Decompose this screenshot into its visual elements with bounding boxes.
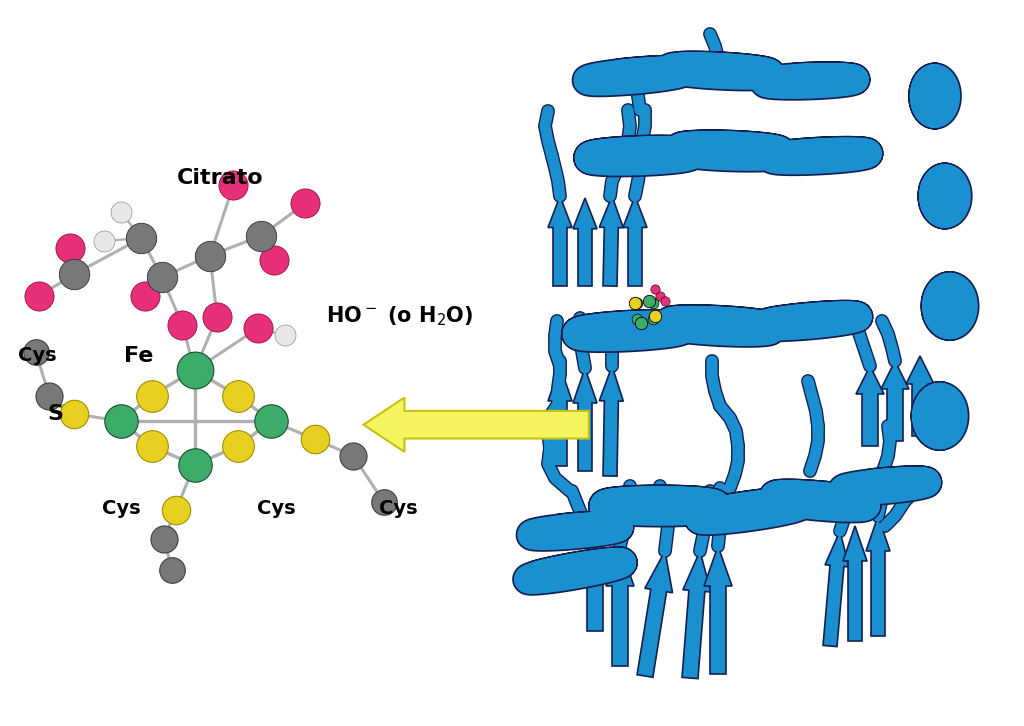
- Text: Fe: Fe: [124, 346, 154, 366]
- Point: [113, 415, 129, 427]
- Point: [645, 297, 662, 309]
- Point: [276, 330, 293, 341]
- Point: [154, 272, 170, 283]
- Point: [156, 533, 172, 544]
- Point: [307, 433, 324, 445]
- FancyArrow shape: [364, 398, 589, 452]
- FancyArrow shape: [843, 526, 867, 641]
- Point: [186, 364, 203, 376]
- FancyArrow shape: [906, 356, 934, 436]
- Point: [266, 254, 283, 266]
- Point: [28, 346, 44, 358]
- FancyArrow shape: [637, 551, 673, 677]
- FancyArrow shape: [705, 546, 732, 674]
- Point: [297, 197, 313, 209]
- FancyArrow shape: [856, 366, 884, 446]
- Point: [164, 564, 180, 576]
- FancyArrow shape: [573, 368, 597, 471]
- Point: [202, 250, 218, 261]
- Point: [61, 242, 78, 254]
- Point: [31, 290, 47, 302]
- Point: [656, 295, 673, 307]
- Point: [66, 408, 82, 420]
- Text: HO$^-$ (o H$_2$O): HO$^-$ (o H$_2$O): [326, 304, 473, 327]
- Point: [629, 297, 645, 309]
- Point: [96, 235, 113, 247]
- FancyArrow shape: [682, 551, 711, 679]
- Point: [263, 415, 280, 427]
- FancyArrow shape: [881, 361, 909, 441]
- Point: [633, 317, 649, 329]
- Point: [652, 290, 669, 302]
- Point: [143, 390, 160, 401]
- Text: Cys: Cys: [18, 346, 57, 365]
- Point: [133, 232, 150, 244]
- FancyArrow shape: [573, 198, 597, 286]
- Point: [647, 310, 664, 322]
- Text: Cys: Cys: [379, 499, 418, 518]
- Point: [229, 441, 246, 452]
- FancyArrow shape: [606, 546, 634, 666]
- Text: Cys: Cys: [257, 499, 296, 518]
- Point: [168, 504, 184, 515]
- FancyArrow shape: [548, 196, 572, 286]
- FancyArrow shape: [866, 516, 890, 636]
- FancyArrow shape: [581, 551, 609, 631]
- Point: [345, 450, 361, 462]
- Point: [174, 319, 190, 330]
- Point: [66, 269, 82, 280]
- Point: [186, 459, 203, 470]
- Point: [645, 314, 662, 325]
- Point: [647, 283, 664, 295]
- Point: [250, 322, 266, 334]
- FancyArrow shape: [548, 366, 572, 466]
- Point: [143, 441, 160, 452]
- Text: S: S: [47, 404, 63, 424]
- Point: [225, 179, 242, 191]
- FancyArrow shape: [823, 531, 849, 647]
- FancyArrow shape: [599, 196, 624, 286]
- Point: [641, 295, 657, 307]
- Point: [629, 314, 645, 325]
- Point: [137, 290, 154, 302]
- Point: [113, 206, 129, 218]
- FancyArrow shape: [623, 196, 647, 286]
- Point: [376, 497, 392, 508]
- Text: Citrato: Citrato: [177, 168, 263, 188]
- Point: [253, 230, 269, 242]
- Point: [209, 311, 225, 323]
- Point: [41, 390, 57, 401]
- Text: Cys: Cys: [101, 499, 140, 518]
- Point: [229, 390, 246, 401]
- FancyArrow shape: [599, 366, 624, 476]
- Point: [627, 297, 643, 309]
